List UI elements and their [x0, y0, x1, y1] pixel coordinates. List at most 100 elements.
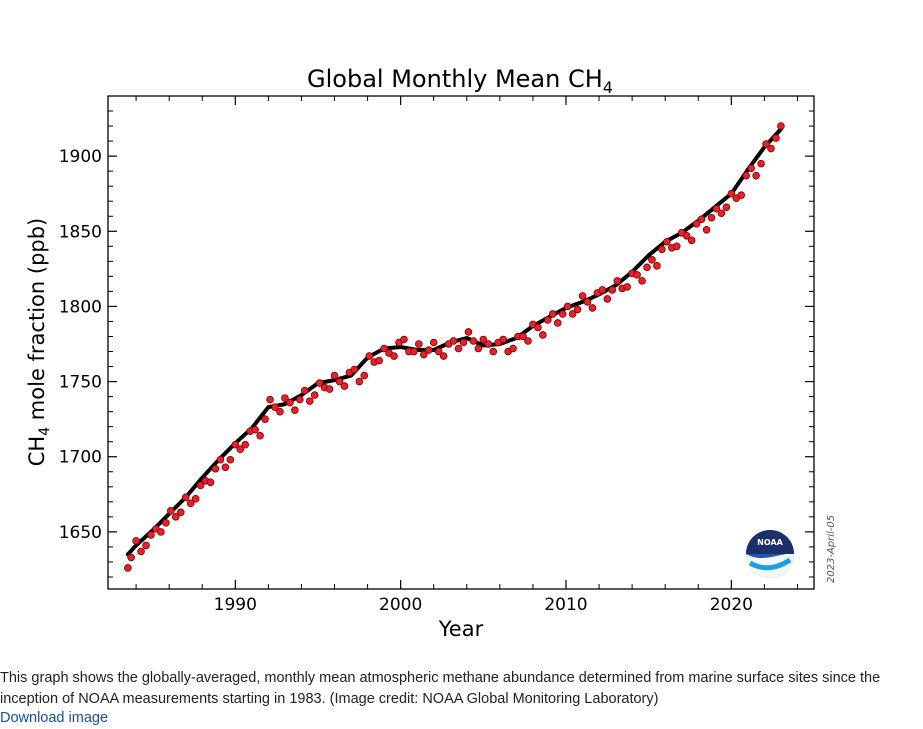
monthly-point	[697, 215, 706, 224]
monthly-point	[623, 283, 631, 291]
monthly-point	[137, 547, 145, 556]
monthly-point	[707, 213, 716, 222]
monthly-point	[633, 271, 641, 279]
methane-chart: Global Monthly Mean CH4 1990 2000 2010 2020…	[25, 65, 837, 641]
monthly-point	[548, 310, 557, 318]
noaa-logo-text: NOAA	[757, 538, 783, 547]
monthly-point	[772, 134, 780, 142]
monthly-point	[434, 347, 443, 356]
monthly-point	[653, 262, 661, 270]
monthly-point	[717, 209, 726, 218]
chart-title-sub: 4	[603, 78, 613, 97]
monthly-point	[474, 344, 483, 353]
axis-ticks: 1990 2000 2010 2020 1650 1700 1750 1800 1850 1900	[59, 96, 814, 615]
monthly-point	[196, 481, 205, 490]
monthly-point	[350, 365, 359, 374]
monthly-point	[648, 256, 656, 264]
monthly-point	[429, 338, 438, 347]
monthly-point	[747, 164, 755, 172]
y-tick-label: 1650	[59, 523, 102, 543]
monthly-point	[325, 385, 334, 393]
monthly-point	[702, 225, 711, 234]
monthly-point	[266, 395, 274, 404]
monthly-point	[687, 236, 696, 245]
monthly-point	[236, 445, 245, 454]
monthly-point	[777, 122, 785, 130]
monthly-point	[310, 391, 319, 399]
monthly-point	[191, 495, 200, 503]
monthly-point	[206, 478, 215, 487]
monthly-point	[286, 398, 294, 407]
monthly-point	[643, 263, 651, 272]
monthly-point	[390, 352, 398, 360]
download-link[interactable]: Download image	[0, 710, 109, 726]
monthly-point	[672, 242, 681, 251]
monthly-point	[752, 171, 760, 180]
monthly-point	[439, 352, 448, 360]
monthly-point	[712, 204, 721, 213]
monthly-point	[216, 455, 225, 464]
monthly-point	[544, 316, 552, 324]
monthly-point	[608, 286, 617, 294]
monthly-point	[256, 431, 264, 440]
monthly-point	[722, 203, 731, 212]
monthly-point	[132, 537, 140, 545]
monthly-point	[663, 237, 671, 246]
monthly-point	[539, 331, 547, 339]
plot-frame	[107, 95, 815, 590]
monthly-point	[305, 397, 314, 405]
monthly-point	[489, 347, 498, 356]
y-axis-label-sub: 4	[37, 427, 53, 436]
x-tick-label: 1990	[214, 595, 257, 615]
monthly-point	[415, 340, 423, 348]
y-tick-label: 1750	[59, 373, 102, 393]
monthly-point	[638, 277, 646, 285]
monthly-point	[231, 440, 240, 449]
monthly-point	[558, 310, 567, 318]
monthly-point	[479, 335, 488, 344]
y-tick-label: 1850	[59, 222, 102, 242]
chart-title: Global Monthly Mean CH4	[307, 65, 613, 97]
chart-title-main: Global Monthly Mean CH	[307, 65, 603, 93]
monthly-point	[211, 464, 220, 473]
monthly-point	[762, 140, 770, 148]
monthly-point	[124, 564, 132, 572]
y-axis-label-prefix: CH	[25, 436, 49, 466]
monthly-point	[157, 528, 165, 536]
x-axis-label: Year	[438, 617, 484, 641]
monthly-point	[449, 337, 458, 345]
monthly-point	[519, 332, 527, 341]
monthly-point	[568, 310, 577, 318]
monthly-point	[360, 371, 369, 380]
monthly-point	[375, 356, 383, 365]
date-stamp: 2023-April-05	[826, 515, 837, 583]
monthly-point	[147, 531, 155, 539]
monthly-point	[459, 338, 468, 347]
monthly-point	[176, 508, 185, 517]
monthly-point	[419, 350, 428, 359]
monthly-point	[291, 406, 299, 414]
monthly-point	[524, 337, 532, 345]
monthly-point	[365, 352, 374, 360]
monthly-point	[578, 292, 587, 300]
monthly-point	[692, 219, 701, 228]
monthly-point	[603, 295, 612, 303]
monthly-point	[464, 328, 473, 336]
monthly-point	[757, 159, 765, 168]
monthly-point	[127, 553, 135, 562]
monthly-points-group	[124, 122, 785, 572]
monthly-point	[142, 541, 150, 550]
monthly-point	[454, 344, 463, 353]
monthly-point	[300, 386, 309, 395]
monthly-point	[484, 340, 493, 348]
monthly-point	[276, 407, 284, 416]
monthly-point	[167, 507, 175, 515]
monthly-point	[340, 382, 349, 390]
monthly-point	[355, 377, 364, 386]
monthly-point	[767, 144, 775, 153]
monthly-point	[251, 425, 259, 434]
monthly-point	[281, 394, 289, 402]
chart-caption: This graph shows the globally-averaged, …	[0, 670, 881, 707]
monthly-point	[469, 337, 478, 345]
y-tick-label: 1700	[59, 448, 102, 468]
